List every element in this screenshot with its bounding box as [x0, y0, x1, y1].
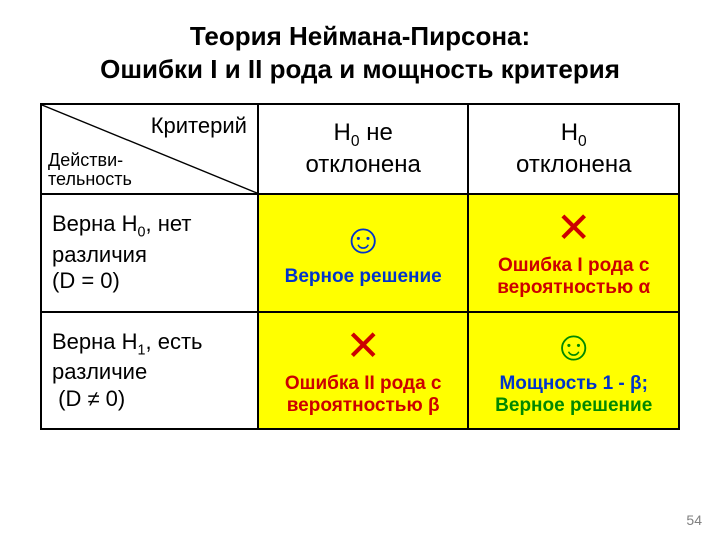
table-row: Верна H1, есть различие (D ≠ 0) ✕ Ошибка…: [41, 312, 679, 430]
title-line1: Теория Неймана-Пирсона:: [190, 21, 530, 51]
cell-power: ☺ Мощность 1 - β; Верное решение: [468, 312, 679, 430]
row-h1-true-label: Верна H1, есть различие (D ≠ 0): [41, 312, 258, 430]
cell-caption: Мощность 1 - β; Верное решение: [495, 373, 652, 416]
cell-caption: Ошибка I рода с вероятностью α: [497, 255, 650, 298]
cross-icon: ✕: [479, 207, 668, 249]
slide-title: Теория Неймана-Пирсона: Ошибки I и II ро…: [40, 20, 680, 85]
header-criterion-label: Критерий: [151, 113, 247, 139]
cross-icon: ✕: [269, 325, 458, 367]
cell-type1-error: ✕ Ошибка I рода с вероятностью α: [468, 194, 679, 312]
smile-icon: ☺: [479, 325, 668, 367]
table-row: Верна H0, нет различия(D = 0) ☺ Верное р…: [41, 194, 679, 312]
header-reality-label: Действи- тельность: [48, 151, 132, 189]
page-number: 54: [686, 512, 702, 528]
smile-icon: ☺: [269, 218, 458, 260]
diagonal-header-cell: Критерий Действи- тельность: [41, 104, 258, 194]
cell-caption: Верное решение: [285, 266, 442, 287]
col-header-rejected: H0отклонена: [468, 104, 679, 194]
col-header-not-rejected: H0 неотклонена: [258, 104, 469, 194]
cell-type2-error: ✕ Ошибка II рода с вероятностью β: [258, 312, 469, 430]
error-types-table: Критерий Действи- тельность H0 неотклоне…: [40, 103, 680, 430]
table-header-row: Критерий Действи- тельность H0 неотклоне…: [41, 104, 679, 194]
cell-correct-accept: ☺ Верное решение: [258, 194, 469, 312]
row-h0-true-label: Верна H0, нет различия(D = 0): [41, 194, 258, 312]
title-line2: Ошибки I и II рода и мощность критерия: [100, 54, 620, 84]
cell-caption: Ошибка II рода с вероятностью β: [285, 373, 442, 416]
